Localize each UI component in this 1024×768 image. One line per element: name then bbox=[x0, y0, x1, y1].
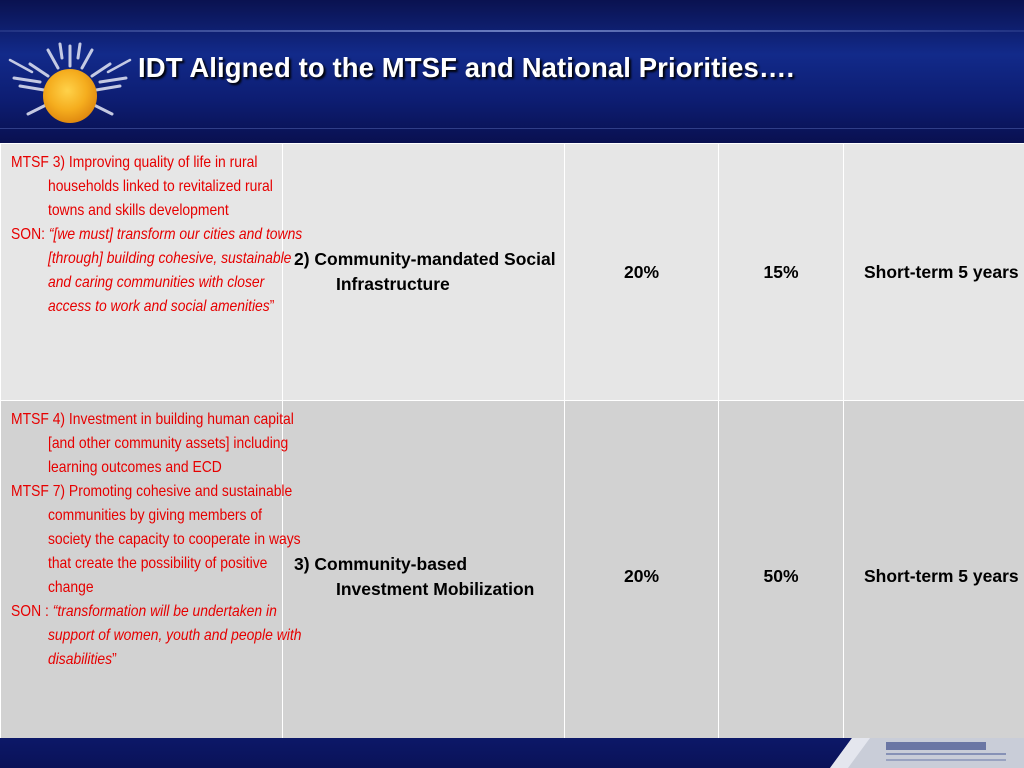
justification-cell: MTSF 4) Investment in building human cap… bbox=[0, 400, 301, 753]
son-quote-close: ” bbox=[112, 651, 117, 668]
table-row: MTSF 3) Improving quality of life in rur… bbox=[0, 143, 1024, 401]
priorities-table: MTSF 3) Improving quality of life in rur… bbox=[0, 143, 1024, 753]
son-label: SON: bbox=[11, 226, 49, 243]
term-text: Short-term 5 years bbox=[864, 261, 1019, 282]
percent-a-cell: 20% bbox=[564, 400, 719, 753]
mtsf-item: MTSF 3) Improving quality of life in rur… bbox=[11, 154, 273, 219]
mtsf-item: MTSF 4) Investment in building human cap… bbox=[11, 411, 294, 476]
slide-title: IDT Aligned to the MTSF and National Pri… bbox=[138, 52, 795, 83]
footer-swoosh bbox=[830, 738, 1024, 768]
son-quote: [we must] transform our cities and towns… bbox=[47, 226, 303, 315]
objective-text: 2) Community-mandated Social Infrastruct… bbox=[294, 249, 556, 294]
footer-band bbox=[0, 738, 1024, 768]
table-row: MTSF 4) Investment in building human cap… bbox=[0, 400, 1024, 753]
percent-b-cell: 50% bbox=[718, 400, 844, 753]
banner-lower-line bbox=[0, 128, 1024, 129]
son-quote-open: “ bbox=[52, 603, 58, 620]
percent-a-cell: 20% bbox=[564, 143, 719, 401]
percent-b-cell: 15% bbox=[718, 143, 844, 401]
term-text: Short-term 5 years bbox=[864, 566, 1019, 586]
term-cell: Short-term 5 years bbox=[843, 143, 1024, 401]
son-statement: SON: “[we must] transform our cities and… bbox=[11, 223, 308, 319]
son-label: SON : bbox=[11, 603, 53, 620]
objective-cell: 3) Community-based Investment Mobilizati… bbox=[282, 400, 565, 753]
son-statement: SON : “transformation will be undertaken… bbox=[11, 600, 308, 672]
banner-highlight-line bbox=[0, 30, 1024, 32]
justification-text: MTSF 3) Improving quality of life in rur… bbox=[11, 151, 308, 319]
title-banner: IDT Aligned to the MTSF and National Pri… bbox=[0, 0, 1024, 143]
objective-cell: 2) Community-mandated Social Infrastruct… bbox=[282, 143, 565, 401]
justification-cell: MTSF 3) Improving quality of life in rur… bbox=[0, 143, 302, 401]
son-quote-open: “ bbox=[48, 226, 54, 243]
term-cell: Short-term 5 years bbox=[843, 400, 1024, 753]
justification-text: MTSF 4) Investment in building human cap… bbox=[11, 408, 308, 672]
son-quote: transformation will be undertaken in sup… bbox=[47, 603, 302, 668]
son-quote-close: ” bbox=[269, 298, 275, 315]
objective-text: 3) Community-based Investment Mobilizati… bbox=[294, 553, 535, 599]
mtsf-item: MTSF 7) Promoting cohesive and sustainab… bbox=[11, 483, 301, 596]
sun-logo-icon bbox=[8, 42, 132, 123]
